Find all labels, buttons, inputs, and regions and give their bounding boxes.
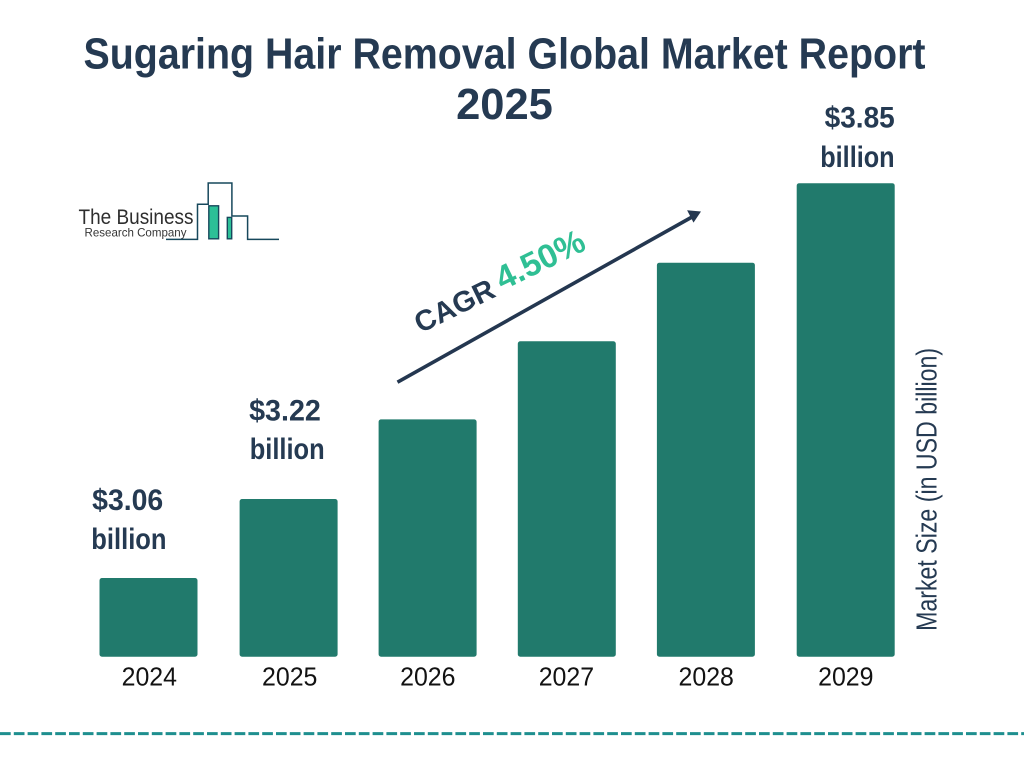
svg-text:Market Size (in USD billion): Market Size (in USD billion): [911, 348, 943, 631]
svg-text:billion: billion: [250, 433, 325, 466]
svg-text:Research Company: Research Company: [85, 226, 187, 240]
svg-text:2026: 2026: [400, 663, 455, 691]
svg-text:2029: 2029: [818, 663, 873, 691]
svg-text:2028: 2028: [679, 663, 734, 691]
svg-text:The Business: The Business: [79, 206, 194, 229]
svg-text:billion: billion: [820, 141, 894, 174]
svg-text:$3.85: $3.85: [825, 101, 895, 134]
svg-text:$3.06: $3.06: [92, 484, 163, 517]
svg-text:$3.22: $3.22: [249, 395, 321, 428]
svg-text:billion: billion: [91, 523, 166, 556]
svg-text:Sugaring Hair Removal Global M: Sugaring Hair Removal Global Market Repo…: [84, 31, 926, 79]
svg-text:2025: 2025: [456, 81, 553, 129]
svg-text:2025: 2025: [262, 663, 317, 691]
svg-text:2027: 2027: [539, 663, 594, 691]
svg-text:2024: 2024: [122, 663, 177, 691]
